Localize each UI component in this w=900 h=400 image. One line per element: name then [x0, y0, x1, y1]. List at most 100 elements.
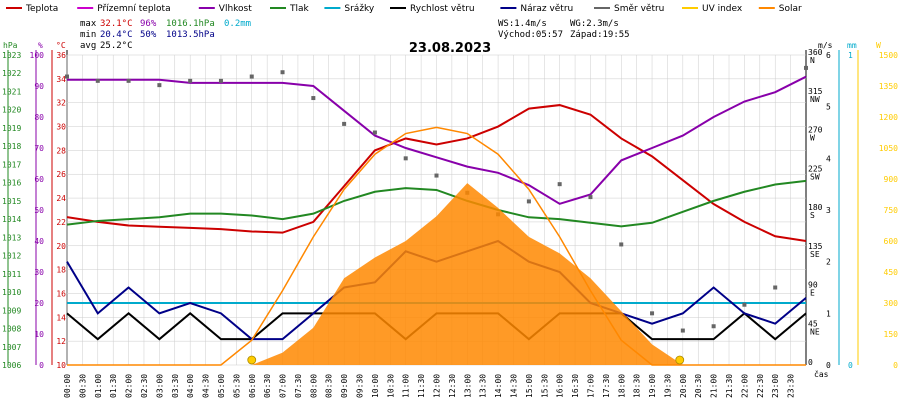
x-tick-label: 10:00 [371, 374, 380, 398]
legend-label: Vlhkost [219, 4, 252, 14]
y-tick-pressure: 1020 [2, 106, 21, 115]
x-tick-label: 03:30 [171, 374, 180, 398]
y-tick-direction-deg: 360 [808, 48, 823, 57]
x-tick-label: 21:00 [710, 374, 719, 398]
x-tick-label: 16:30 [571, 374, 580, 398]
chart-title: 23.08.2023 [409, 41, 491, 56]
legend-label: Teplota [25, 4, 58, 14]
sunrise-marker [247, 355, 257, 365]
y-tick-humidity: 80 [34, 113, 44, 122]
x-tick-label: 00:00 [63, 374, 72, 398]
y-tick-solar: 450 [884, 268, 899, 277]
y-tick-solar: 300 [884, 299, 899, 308]
x-tick-label: 03:00 [155, 374, 164, 398]
stat-avg-temp: 25.2°C [100, 41, 133, 51]
x-tick-label: 14:00 [494, 374, 503, 398]
y-tick-temperature: 20 [56, 242, 66, 251]
legend-label: Směr větru [614, 4, 664, 14]
y-tick-pressure: 1017 [2, 160, 21, 169]
y-tick-wind: 3 [826, 206, 831, 215]
y-tick-humidity: 0 [39, 361, 44, 370]
axis-header-ms: m/s [818, 41, 833, 50]
series-wind-direction-point [588, 195, 593, 200]
series-wind-direction-point [619, 242, 624, 247]
stat-max-rain: 0.2mm [224, 19, 251, 29]
legend-label: Tlak [289, 4, 310, 14]
y-tick-wind: 5 [826, 103, 831, 112]
y-tick-humidity: 90 [34, 82, 44, 91]
legend-label: Rychlost větru [410, 4, 475, 14]
y-tick-solar: 600 [884, 237, 899, 246]
y-tick-temperature: 28 [56, 146, 66, 155]
x-tick-label: 23:30 [787, 374, 796, 398]
y-tick-humidity: 70 [34, 144, 44, 153]
stat-sunset: Západ:19:55 [570, 30, 630, 40]
legend-label: UV index [702, 4, 743, 14]
x-tick-label: 18:00 [617, 374, 626, 398]
series-wind-direction-point [742, 302, 747, 307]
y-tick-direction-deg: 180 [808, 203, 823, 212]
y-tick-pressure: 1018 [2, 142, 21, 151]
axis-header-pct: % [38, 41, 43, 50]
x-tick-label: 20:00 [679, 374, 688, 398]
y-tick-temperature: 34 [56, 75, 66, 84]
axis-header-w: W [876, 41, 881, 50]
series-wind-direction-point [680, 328, 685, 333]
y-tick-direction-deg: 90 [808, 281, 818, 290]
x-tick-label: 15:00 [525, 374, 534, 398]
stat-min-temp: 20.4°C [100, 30, 133, 40]
series-teplota-line [66, 104, 807, 242]
x-tick-label: 09:30 [356, 374, 365, 398]
axis-header-c: °C [56, 41, 66, 50]
x-tick-label: 18:30 [633, 374, 642, 398]
x-tick-label: 06:00 [248, 374, 257, 398]
x-tick-label: 04:30 [202, 374, 211, 398]
x-tick-label: 22:30 [756, 374, 765, 398]
stat-min-press: 1013.5hPa [166, 30, 215, 40]
legend-label: Přízemní teplota [97, 4, 170, 14]
y-tick-humidity: 50 [34, 206, 44, 215]
axis-header-hpa: hPa [3, 41, 18, 50]
stat-max-hum: 96% [140, 19, 157, 29]
x-tick-label: 00:30 [78, 374, 87, 398]
series-wind-direction-point [526, 199, 531, 204]
series-wind-direction-point [342, 121, 347, 126]
series-wind-direction-point [804, 65, 808, 70]
y-tick-pressure: 1012 [2, 252, 21, 261]
x-tick-label: 13:30 [479, 374, 488, 398]
series-wind-direction-point [280, 70, 285, 75]
x-tick-label: 07:30 [294, 374, 303, 398]
y-tick-temperature: 12 [56, 337, 66, 346]
x-tick-label: 19:00 [648, 374, 657, 398]
y-tick-pressure: 1022 [2, 69, 21, 78]
x-tick-label: 05:00 [217, 374, 226, 398]
x-tick-label: 12:00 [433, 374, 442, 398]
sunset-marker [675, 355, 685, 365]
x-tick-label: 19:30 [663, 374, 672, 398]
y-tick-solar: 750 [884, 206, 899, 215]
y-tick-humidity: 10 [34, 330, 44, 339]
y-tick-temperature: 26 [56, 170, 66, 179]
stat-avg-label: avg [80, 41, 96, 51]
series-wind-direction-point [157, 83, 162, 88]
series-wind-direction-point [650, 311, 655, 316]
x-tick-label: 05:30 [232, 374, 241, 398]
y-tick-pressure: 1019 [2, 124, 21, 133]
y-tick-direction-deg: 315 [808, 87, 823, 96]
x-tick-label: 11:30 [417, 374, 426, 398]
y-tick-direction-dir: S [810, 211, 815, 220]
y-tick-pressure: 1009 [2, 306, 21, 315]
y-tick-direction-dir: N [810, 56, 815, 65]
y-tick-pressure: 1021 [2, 87, 21, 96]
y-tick-humidity: 100 [30, 51, 45, 60]
x-tick-label: 07:00 [279, 374, 288, 398]
axis-header-cas: čas [814, 369, 829, 379]
y-tick-temperature: 36 [56, 51, 66, 60]
y-tick-solar: 150 [884, 330, 899, 339]
x-tick-label: 17:00 [586, 374, 595, 398]
y-tick-temperature: 24 [56, 194, 66, 203]
x-tick-label: 08:00 [309, 374, 318, 398]
series-wind-direction-point [311, 96, 316, 101]
x-tick-label: 10:30 [386, 374, 395, 398]
